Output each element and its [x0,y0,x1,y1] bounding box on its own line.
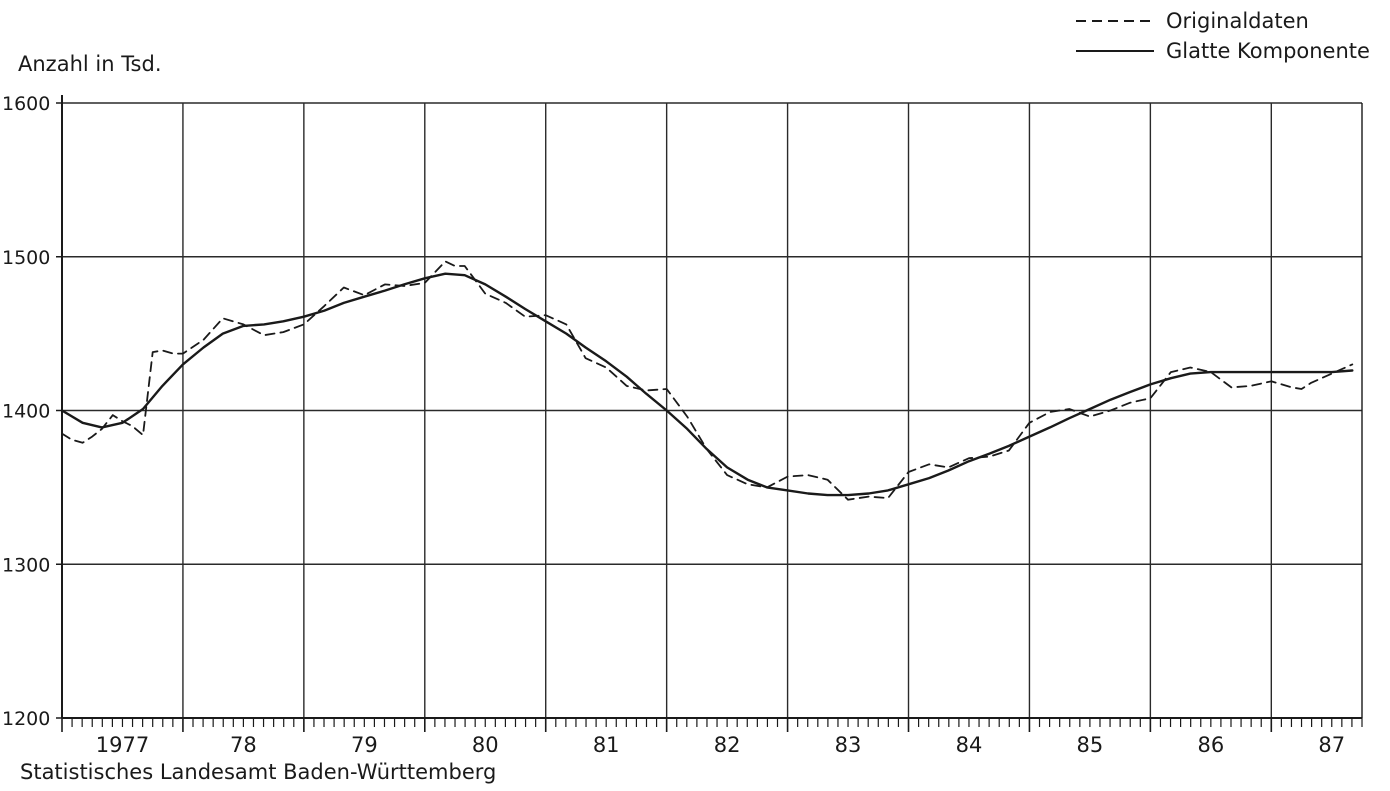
legend-label-originaldaten: Originaldaten [1166,9,1309,33]
y-tick-label: 1500 [2,247,50,269]
legend-swatch-dashed [1076,20,1154,22]
legend-label-glatte-komponente: Glatte Komponente [1166,39,1370,63]
x-tick-label: 79 [351,733,378,757]
plot-frame [56,95,1363,719]
y-tick-label: 1200 [2,708,50,730]
x-tick-label: 80 [472,733,499,757]
grid [62,102,1362,719]
x-tick-label: 84 [956,733,983,757]
y-axis-label: Anzahl in Tsd. [18,52,162,76]
x-tick-label: 1977 [96,733,149,757]
y-tick-label: 1400 [2,401,50,423]
legend-item-originaldaten: Originaldaten [1076,6,1370,36]
legend: Originaldaten Glatte Komponente [1076,6,1370,66]
minor-ticks [61,718,1363,732]
x-tick-label: 87 [1318,733,1345,757]
y-tick-labels: 1600 1500 1400 1300 1200 [2,93,50,730]
x-tick-label: 81 [593,733,620,757]
x-tick-label: 78 [230,733,257,757]
source-note: Statistisches Landesamt Baden-Württember… [20,760,497,784]
y-tick-label: 1300 [2,554,50,576]
x-tick-label: 82 [714,733,741,757]
x-tick-label: 86 [1197,733,1224,757]
series-layer [60,260,1354,501]
legend-swatch-solid [1076,50,1154,52]
y-tick-label: 1600 [2,93,50,115]
x-tick-labels: 1977 78 79 80 81 82 83 84 85 86 87 [96,733,1345,757]
x-tick-label: 83 [835,733,862,757]
legend-item-glatte-komponente: Glatte Komponente [1076,36,1370,66]
series-line-glatte-komponente [60,272,1354,497]
x-tick-label: 85 [1077,733,1104,757]
series-line-originaldaten [61,260,1354,501]
